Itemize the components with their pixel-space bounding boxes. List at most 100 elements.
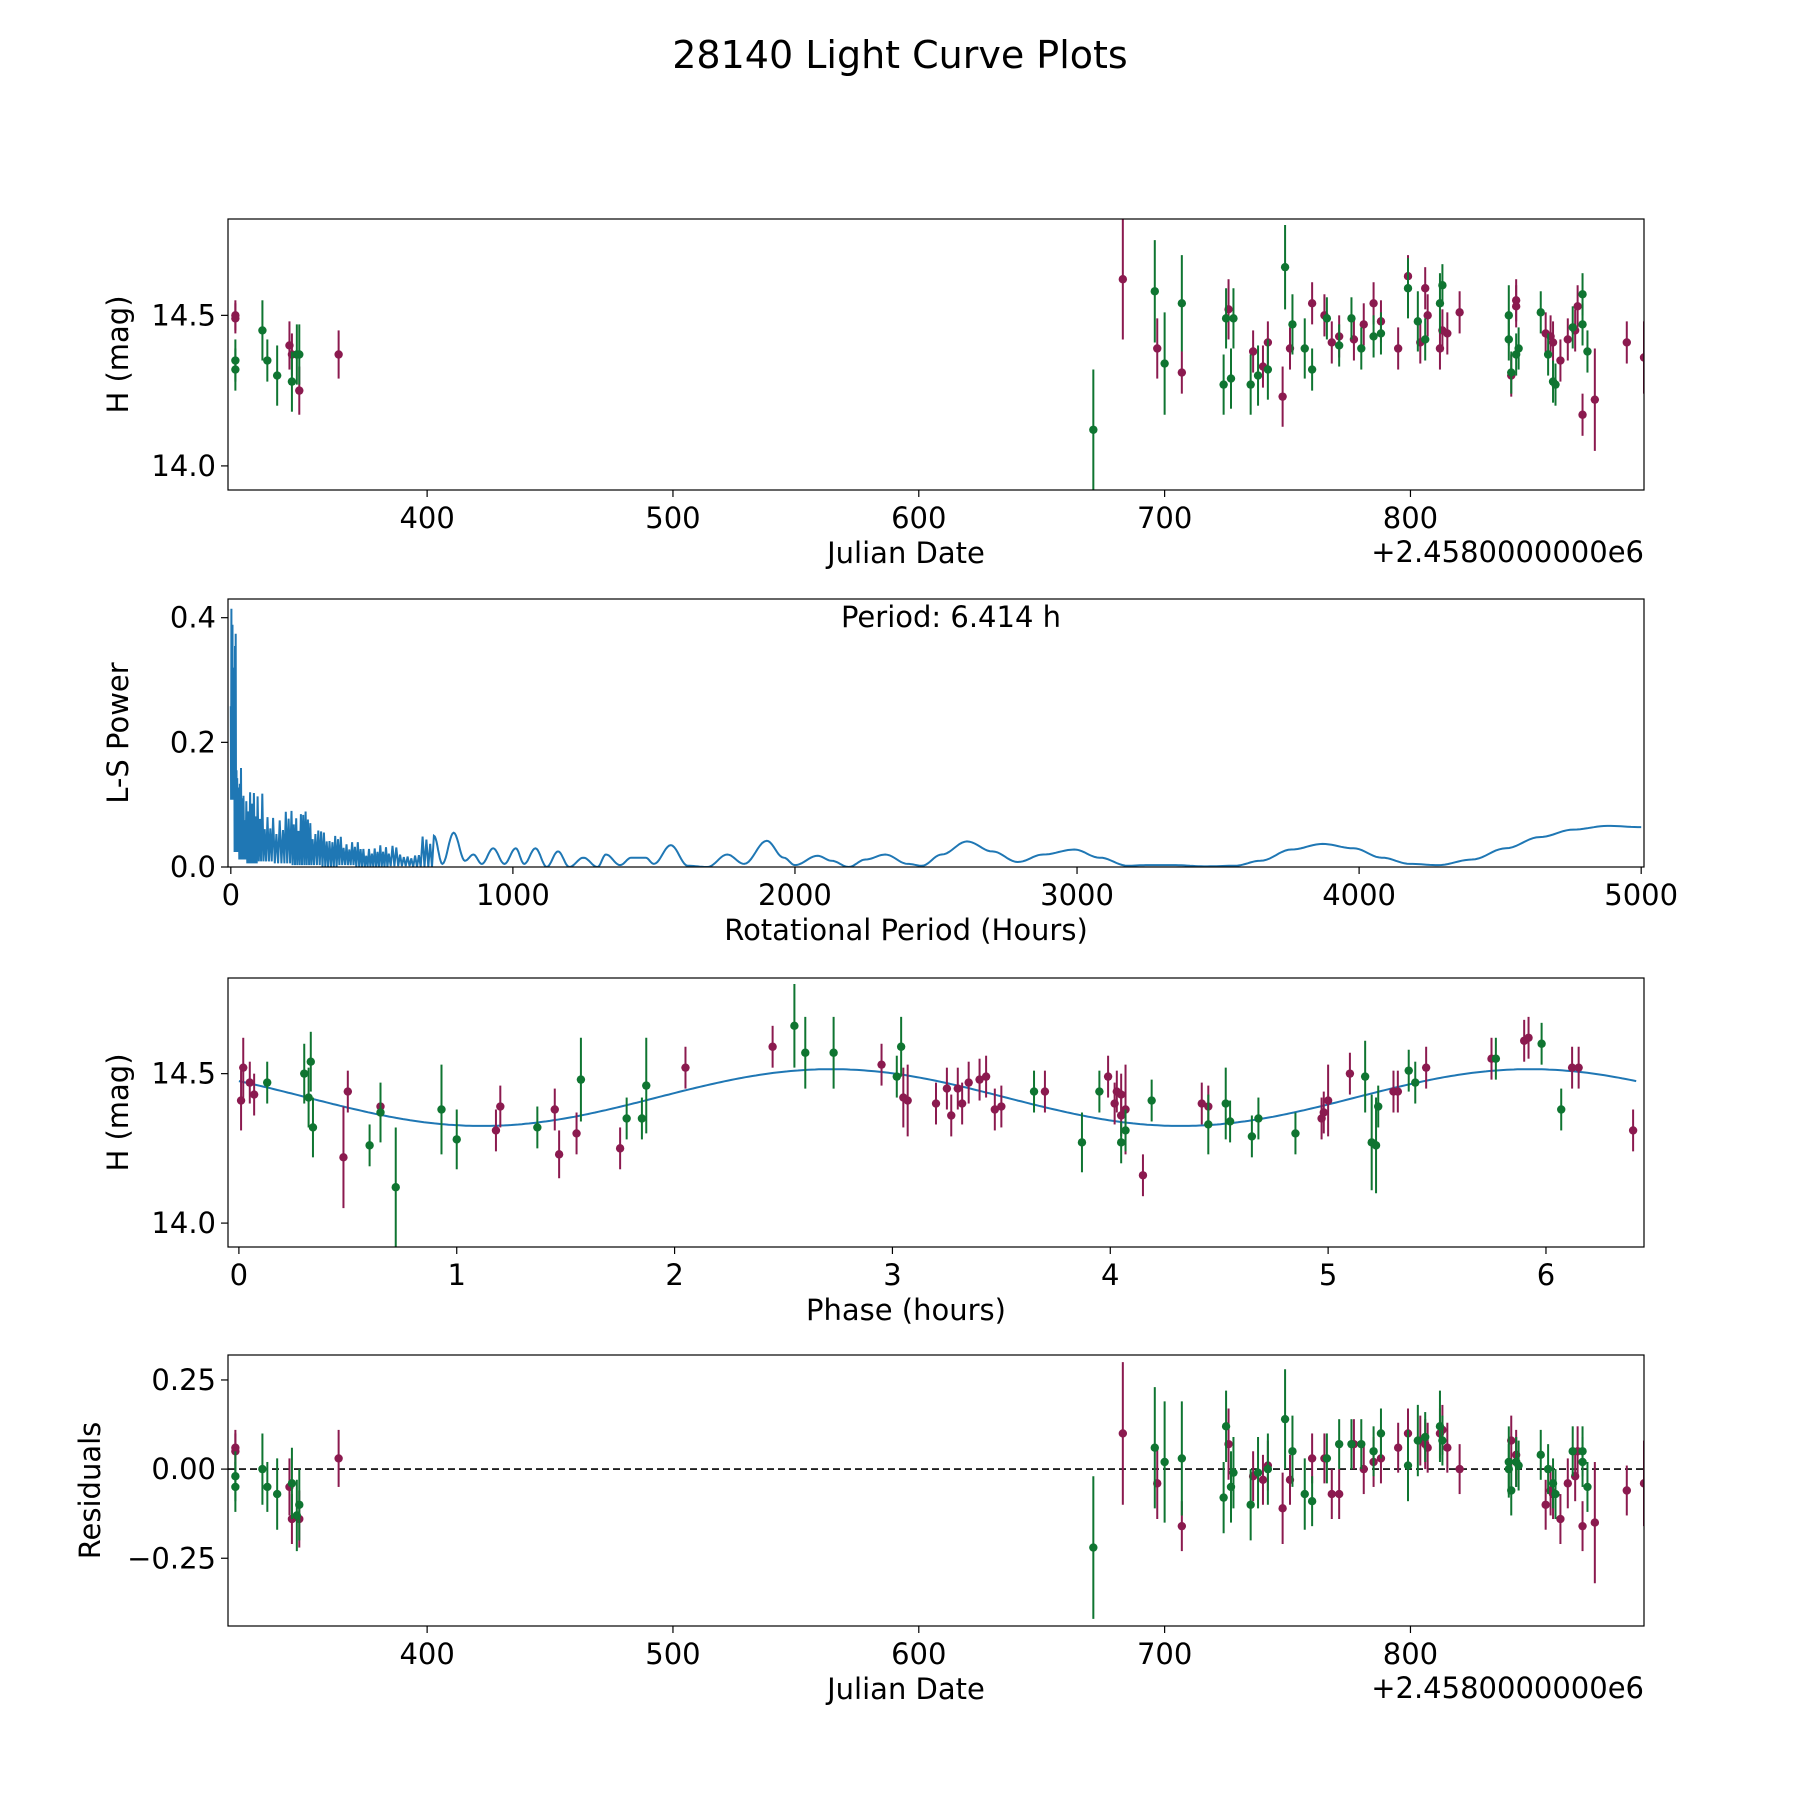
- data-marker: [1393, 1443, 1403, 1452]
- data-point-filter-b: [1438, 1415, 1447, 1466]
- data-point-filter-b: [1334, 324, 1344, 367]
- data-point-filter-a: [239, 1037, 248, 1098]
- data-marker: [1421, 284, 1430, 293]
- data-point-filter-b: [1403, 258, 1413, 319]
- data-point-filter-b: [452, 1109, 461, 1170]
- residuals-plot-area: [228, 1362, 1685, 1619]
- data-marker: [339, 1153, 348, 1162]
- data-marker: [957, 1099, 967, 1108]
- data-point-filter-a: [1421, 1046, 1431, 1089]
- phased-plot-area: [236, 983, 1638, 1247]
- data-marker: [496, 1102, 505, 1111]
- data-point-filter-a: [1556, 339, 1565, 382]
- data-point-filter-b: [1357, 327, 1366, 370]
- periodogram-panel: 0 1000 2000 3000 4000 5000 0.0 0.2 0.4 Rotational…: [101, 598, 1678, 947]
- data-marker: [533, 1123, 542, 1132]
- data-point-filter-b: [801, 1016, 810, 1089]
- data-point-filter-a: [1590, 348, 1600, 451]
- data-marker: [1524, 1033, 1533, 1042]
- data-point-filter-a: [1622, 1465, 1631, 1516]
- data-point-filter-b: [892, 1055, 901, 1098]
- data-point-filter-a: [1628, 1109, 1638, 1152]
- data-point-filter-b: [1551, 1469, 1560, 1520]
- data-point-filter-b: [263, 1061, 272, 1104]
- data-marker: [1438, 281, 1447, 290]
- data-marker: [1677, 1529, 1685, 1537]
- data-marker: [1089, 1543, 1098, 1552]
- data-marker: [1029, 1087, 1039, 1096]
- data-marker: [1578, 1447, 1587, 1456]
- data-marker: [1229, 1468, 1238, 1477]
- data-point-filter-a: [1327, 321, 1336, 364]
- data-point-filter-b: [263, 1461, 272, 1512]
- data-marker: [790, 1021, 799, 1031]
- data-marker: [1288, 1447, 1297, 1456]
- data-marker: [1177, 1454, 1187, 1463]
- data-point-filter-b: [1095, 1070, 1104, 1113]
- data-marker: [931, 1099, 941, 1108]
- data-point-filter-b: [1300, 318, 1309, 379]
- data-point-filter-a: [1548, 321, 1558, 364]
- data-marker: [1263, 1464, 1273, 1474]
- data-point-filter-b: [1300, 1458, 1309, 1530]
- data-marker: [1421, 1432, 1430, 1442]
- data-point-filter-b: [231, 1461, 240, 1512]
- data-point-filter-a: [1393, 1070, 1403, 1113]
- data-point-filter-a: [1393, 327, 1403, 370]
- y-axis-label: H (mag): [101, 295, 135, 413]
- data-marker: [997, 1102, 1006, 1111]
- data-marker: [1147, 1096, 1156, 1105]
- data-point-filter-a: [1567, 1046, 1577, 1089]
- data-marker: [1507, 1486, 1516, 1495]
- data-marker: [1677, 380, 1685, 388]
- data-point-filter-b: [1246, 354, 1255, 415]
- x-axis-label: Julian Date: [825, 536, 985, 570]
- data-point-filter-a: [1443, 1422, 1452, 1473]
- y-tick-label: 14.5: [151, 298, 216, 332]
- x-tick-label: 0: [222, 878, 240, 912]
- data-marker: [239, 1063, 248, 1072]
- data-point-filter-b: [1578, 1426, 1587, 1477]
- data-marker: [1118, 1429, 1128, 1438]
- data-marker: [576, 1075, 586, 1084]
- data-point-filter-b: [1404, 1049, 1413, 1092]
- data-point-filter-b: [1221, 1390, 1231, 1462]
- x-tick-label: 4: [1101, 1258, 1119, 1292]
- data-point-filter-a: [1103, 1055, 1113, 1098]
- data-point-filter-a: [491, 1109, 501, 1152]
- data-marker: [452, 1135, 461, 1144]
- data-point-filter-b: [1204, 1094, 1213, 1155]
- data-marker: [554, 1150, 564, 1159]
- data-point-filter-a: [681, 1046, 690, 1089]
- data-point-filter-a: [343, 1070, 353, 1113]
- data-marker: [1221, 314, 1231, 323]
- data-marker: [1374, 1102, 1383, 1111]
- data-point-filter-a: [1511, 279, 1521, 322]
- data-point-filter-b: [1347, 1419, 1356, 1470]
- data-marker: [231, 1482, 240, 1492]
- data-marker: [1491, 1054, 1501, 1063]
- data-point-filter-a: [1040, 1070, 1050, 1113]
- y-tick-label: 0.25: [151, 1363, 216, 1397]
- data-marker: [829, 1048, 838, 1057]
- data-point-filter-b: [1291, 1112, 1300, 1155]
- data-marker: [249, 1090, 259, 1099]
- data-point-filter-b: [829, 1016, 838, 1089]
- data-point-filter-a: [1650, 315, 1658, 357]
- data-marker: [1393, 344, 1403, 353]
- x-tick-label: 6: [1537, 1258, 1555, 1292]
- data-marker: [1543, 350, 1553, 359]
- data-point-filter-b: [1371, 1097, 1381, 1194]
- data-marker: [1583, 1482, 1592, 1492]
- x-tick-label: 500: [645, 1637, 700, 1671]
- data-point-filter-b: [1347, 297, 1356, 340]
- period-annotation: Period: 6.414 h: [841, 600, 1061, 634]
- data-point-filter-b: [258, 300, 267, 361]
- data-point-filter-b: [1288, 1415, 1297, 1487]
- data-marker: [1551, 380, 1560, 389]
- data-marker: [1369, 299, 1378, 308]
- data-marker: [287, 1479, 297, 1488]
- data-marker: [1376, 1429, 1386, 1438]
- data-marker: [1578, 1521, 1587, 1531]
- data-marker: [1219, 1493, 1228, 1502]
